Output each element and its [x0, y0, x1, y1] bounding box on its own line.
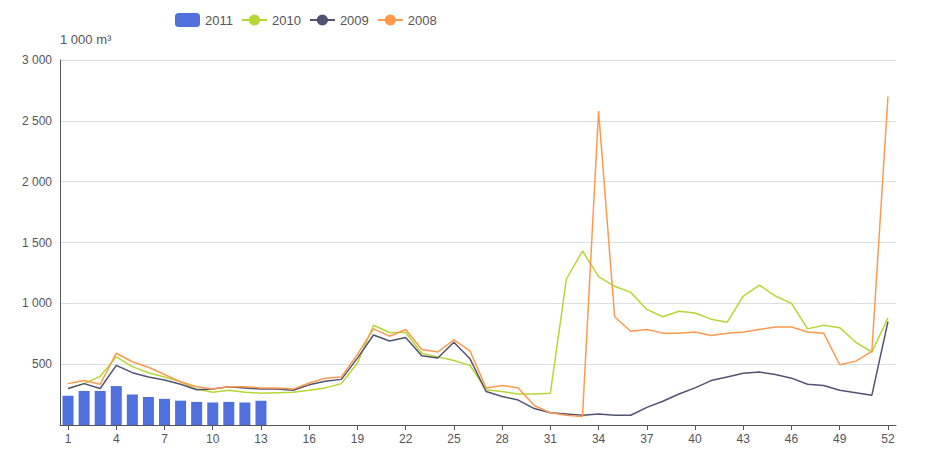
svg-text:37: 37 — [640, 432, 654, 446]
svg-text:10: 10 — [206, 432, 220, 446]
svg-text:25: 25 — [447, 432, 461, 446]
svg-text:1 500: 1 500 — [22, 236, 52, 250]
svg-text:22: 22 — [399, 432, 413, 446]
svg-text:31: 31 — [544, 432, 558, 446]
svg-text:28: 28 — [495, 432, 509, 446]
svg-text:7: 7 — [161, 432, 168, 446]
svg-text:46: 46 — [785, 432, 799, 446]
svg-text:1 000 m³: 1 000 m³ — [60, 32, 112, 47]
svg-text:52: 52 — [881, 432, 895, 446]
svg-text:2010: 2010 — [272, 13, 301, 28]
svg-text:16: 16 — [303, 432, 317, 446]
svg-text:500: 500 — [32, 357, 52, 371]
svg-text:2 000: 2 000 — [22, 175, 52, 189]
svg-text:19: 19 — [351, 432, 365, 446]
svg-text:1: 1 — [65, 432, 72, 446]
svg-text:1 000: 1 000 — [22, 296, 52, 310]
svg-text:3 000: 3 000 — [22, 53, 52, 67]
svg-text:2009: 2009 — [340, 13, 369, 28]
svg-text:34: 34 — [592, 432, 606, 446]
svg-text:2008: 2008 — [408, 13, 437, 28]
svg-text:13: 13 — [254, 432, 268, 446]
svg-text:43: 43 — [737, 432, 751, 446]
svg-text:2011: 2011 — [205, 13, 233, 28]
svg-text:4: 4 — [113, 432, 120, 446]
svg-text:40: 40 — [688, 432, 702, 446]
svg-text:49: 49 — [833, 432, 847, 446]
svg-text:2 500: 2 500 — [22, 114, 52, 128]
